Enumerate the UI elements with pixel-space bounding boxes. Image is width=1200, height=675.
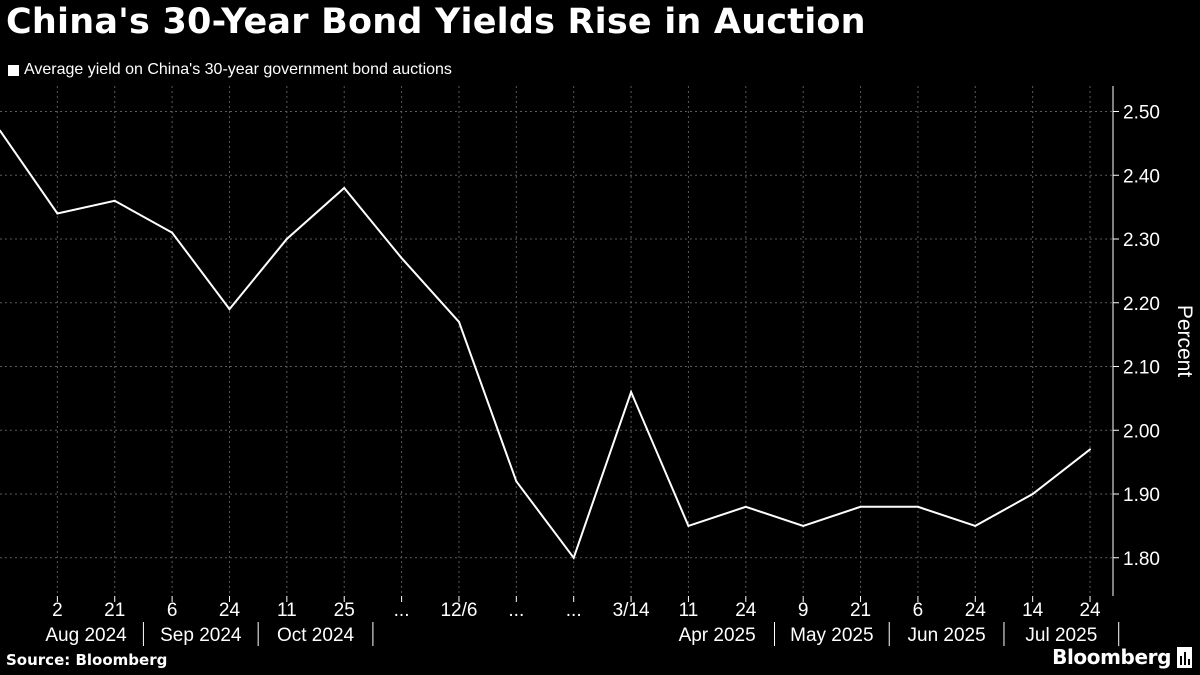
- x-tick-label: 6: [167, 600, 178, 621]
- x-tick-label: ...: [394, 600, 410, 621]
- x-tick-label: 11: [277, 600, 297, 621]
- x-tick-label: 24: [965, 600, 987, 621]
- x-tick-label: 14: [1022, 600, 1044, 621]
- x-tick-label: 25: [334, 600, 355, 621]
- x-tick-label: 12/6: [440, 600, 477, 621]
- data-point: [1031, 493, 1034, 495]
- data-point: [457, 320, 460, 323]
- data-point: [515, 480, 518, 483]
- x-tick-label: 24: [1079, 600, 1101, 621]
- y-tick-label: 1.90: [1123, 485, 1160, 506]
- x-month-label: May 2025: [790, 625, 873, 646]
- x-tick-label: 6: [913, 600, 924, 621]
- brand-logo: Bloomberg: [1052, 645, 1192, 669]
- data-point: [1089, 448, 1092, 451]
- legend: Average yield on China's 30-year governm…: [8, 61, 452, 79]
- x-tick-label: 3/14: [613, 600, 650, 621]
- x-month-label: Sep 2024: [160, 625, 242, 646]
- y-tick-label: 2.50: [1123, 103, 1160, 124]
- data-point: [916, 505, 919, 508]
- x-tick-label: 21: [104, 600, 125, 621]
- x-tick-label: ...: [508, 600, 524, 621]
- x-month-label: Jul 2025: [1025, 625, 1097, 646]
- data-point: [343, 187, 346, 189]
- y-tick-label: 2.40: [1123, 166, 1160, 187]
- data-point: [974, 524, 977, 527]
- x-month-label: Apr 2025: [679, 625, 756, 646]
- x-tick-label: 9: [798, 600, 809, 621]
- y-tick-label: 2.20: [1123, 294, 1160, 315]
- x-tick-label: ...: [566, 600, 582, 621]
- bloomberg-icon: [1177, 646, 1192, 668]
- y-tick-label: 2.00: [1123, 421, 1160, 442]
- legend-label: Average yield on China's 30-year governm…: [24, 61, 452, 78]
- y-tick-label: 2.10: [1123, 358, 1160, 379]
- y-axis-title: Percent: [1173, 305, 1196, 378]
- brand-name: Bloomberg: [1052, 645, 1171, 669]
- data-point: [630, 391, 633, 393]
- data-point: [802, 524, 805, 527]
- data-point: [285, 238, 288, 240]
- y-tick-label: 1.80: [1123, 549, 1160, 570]
- series-line: [0, 130, 1091, 560]
- x-month-label: Aug 2024: [45, 625, 127, 646]
- data-point: [859, 505, 862, 508]
- y-tick-label: 2.30: [1123, 230, 1160, 251]
- data-point: [0, 129, 1, 132]
- x-tick-label: 24: [735, 600, 757, 621]
- legend-swatch: [8, 64, 19, 76]
- x-tick-label: 24: [219, 600, 241, 621]
- data-point: [113, 199, 116, 202]
- x-tick-label: 21: [850, 600, 871, 621]
- data-point: [687, 524, 690, 527]
- x-tick-label: 11: [679, 600, 699, 621]
- chart-title: China's 30-Year Bond Yields Rise in Auct…: [6, 2, 866, 42]
- x-month-label: Oct 2024: [277, 625, 355, 646]
- data-point: [400, 257, 403, 260]
- data-point: [572, 556, 575, 559]
- data-point: [56, 212, 59, 215]
- data-point: [744, 505, 747, 508]
- data-point: [228, 308, 231, 311]
- x-tick-label: 2: [52, 600, 63, 621]
- source-note: Source: Bloomberg: [6, 651, 168, 669]
- x-month-label: Jun 2025: [908, 625, 986, 646]
- data-point: [171, 231, 174, 234]
